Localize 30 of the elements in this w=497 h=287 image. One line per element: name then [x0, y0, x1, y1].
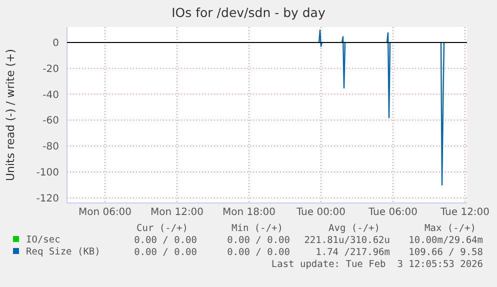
x-tick-label: Mon 18:00	[222, 207, 276, 218]
y-tick-label: -100	[36, 167, 59, 178]
text: Max (-/+)	[424, 223, 476, 234]
x-tick-label: Tue 12:00	[439, 207, 490, 218]
text: Avg (-/+)	[328, 223, 380, 234]
y-axis-title: Units read (-) / write (+)	[4, 48, 17, 182]
text: 10.00m/29.64m	[408, 235, 484, 246]
y-tick-label: -60	[42, 116, 59, 127]
text: Last update: Tue Feb 3 12:05:53 2026	[271, 259, 484, 270]
text: 1.74 /217.96m	[316, 247, 390, 258]
text: Min (-/+)	[232, 223, 283, 234]
x-tick-label: Mon 12:00	[150, 207, 204, 218]
x-tick-label: Tue 00:00	[295, 207, 346, 218]
legend-label: IO/sec	[26, 234, 60, 246]
y-tick-label: -20	[42, 64, 59, 75]
text: 221.81u/310.62u	[304, 235, 390, 246]
text: 109.66 / 9.58	[408, 247, 484, 258]
text: 0.00 / 0.00	[227, 247, 290, 258]
y-tick-label: -120	[36, 193, 59, 204]
x-tick-label: Tue 06:00	[367, 207, 418, 218]
text: 0.00 / 0.00	[134, 235, 198, 246]
text: 0.00 / 0.00	[134, 247, 198, 258]
y-tick-label: -40	[42, 90, 59, 101]
y-tick-label: 0	[52, 38, 59, 50]
x-tick-label: Mon 06:00	[78, 207, 132, 218]
legend-label: Req Size (KB)	[26, 246, 100, 258]
text: 0.00 / 0.00	[227, 235, 290, 246]
chart-title: IOs for /dev/sdn - by day	[172, 5, 326, 20]
y-tick-label: -80	[42, 142, 59, 153]
text: Cur (-/+)	[136, 223, 188, 234]
